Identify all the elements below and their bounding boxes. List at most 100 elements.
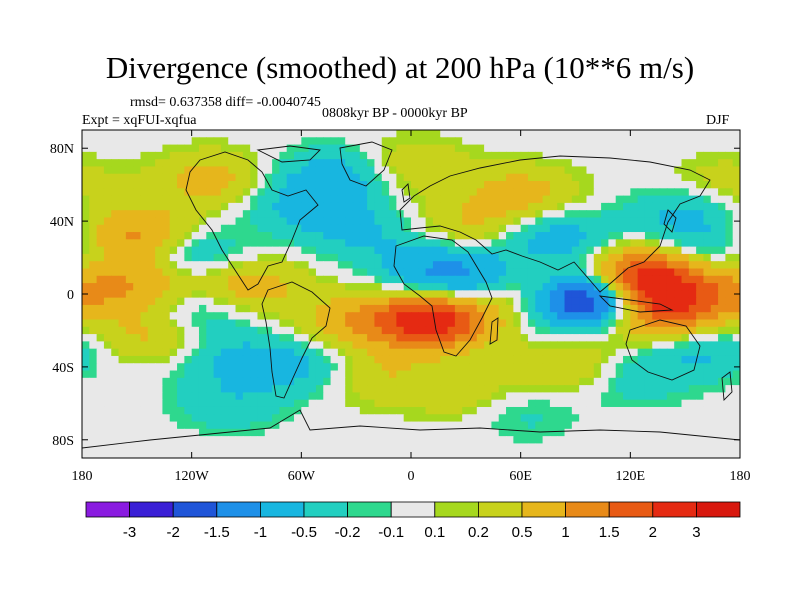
heatmap-cell [542,268,551,277]
heatmap-cell [688,246,697,255]
heatmap-cell [257,261,266,270]
heatmap-cell [674,348,683,357]
heatmap-cell [111,341,120,350]
heatmap-cell [345,275,354,284]
heatmap-cell [418,144,427,153]
heatmap-cell [279,370,288,379]
heatmap-cell [82,166,90,175]
heatmap-cell [484,195,493,204]
heatmap-cell [644,224,653,233]
heatmap-cell [374,202,383,211]
heatmap-cell [432,188,441,197]
heatmap-cell [155,130,164,138]
heatmap-cell [718,195,726,204]
heatmap-cell [133,421,142,430]
heatmap-cell [82,268,90,277]
heatmap-cell [637,151,646,160]
heatmap-cell [89,414,98,423]
heatmap-cell [710,232,719,240]
heatmap-cell [469,217,478,226]
heatmap-cell [315,290,324,299]
heatmap-cell [491,421,500,430]
heatmap-cell [608,326,617,335]
heatmap-cell [557,210,566,219]
heatmap-cell [367,130,376,138]
heatmap-cell [272,137,280,146]
heatmap-cell [571,290,580,299]
heatmap-cell [425,392,434,401]
heatmap-cell [732,188,740,197]
heatmap-cell [272,334,280,342]
heatmap-cell [359,414,368,423]
heatmap-cell [425,326,434,335]
heatmap-cell [637,436,646,445]
heatmap-cell [601,166,609,175]
heatmap-cell [659,290,668,299]
heatmap-cell [191,232,200,240]
heatmap-cell [644,130,653,138]
heatmap-cell [725,304,734,313]
heatmap-cell [345,202,354,211]
heatmap-cell [118,363,127,372]
heatmap-cell [513,348,522,357]
heatmap-cell [162,217,171,226]
heatmap-cell [162,414,171,423]
heatmap-cell [279,334,288,342]
heatmap-cell [264,188,273,197]
heatmap-cell [169,210,178,219]
heatmap-cell [549,341,558,350]
heatmap-cell [250,436,259,445]
heatmap-cell [637,130,646,138]
heatmap-cell [469,348,478,357]
heatmap-cell [359,283,368,291]
heatmap-cell [337,217,346,226]
heatmap-cell [564,370,573,379]
heatmap-cell [337,443,346,452]
heatmap-cell [644,377,653,386]
colorbar-swatch [259,501,305,518]
heatmap-cell [272,363,280,372]
heatmap-cell [710,246,719,255]
heatmap-cell [608,406,617,415]
heatmap-cell [359,151,368,160]
heatmap-cell [191,166,200,175]
heatmap-cell [103,363,112,372]
heatmap-cell [82,297,90,306]
heatmap-cell [389,290,397,299]
heatmap-cell [586,217,595,226]
heatmap-cell [133,130,142,138]
heatmap-cell [323,348,332,357]
heatmap-cell [169,224,178,233]
heatmap-cell [315,363,324,372]
heatmap-cell [242,312,251,321]
heatmap-cell [608,392,617,401]
heatmap-cell [703,297,712,306]
heatmap-cell [111,450,120,458]
heatmap-cell [644,283,653,291]
heatmap-cell [177,224,185,233]
heatmap-cell [155,312,164,321]
heatmap-cell [674,195,683,204]
heatmap-cell [162,377,171,386]
heatmap-cell [323,239,332,248]
heatmap-cell [396,246,405,255]
heatmap-cell [228,428,237,437]
heatmap-cell [169,181,178,189]
heatmap-cell [571,144,580,153]
heatmap-cell [498,436,507,445]
heatmap-cell [725,275,734,284]
heatmap-cell [125,144,134,153]
stats-line: rmsd= 0.637358 diff= -0.0040745 [130,95,321,110]
heatmap-cell [601,268,609,277]
heatmap-cell [220,232,229,240]
colorbar-swatch [652,501,697,518]
heatmap-cell [228,137,237,146]
heatmap-cell [506,224,514,233]
heatmap-cell [681,188,690,197]
heatmap-cell [681,275,690,284]
heatmap-cell [506,268,514,277]
heatmap-cell [725,195,734,204]
heatmap-cell [352,443,361,452]
heatmap-cell [191,224,200,233]
heatmap-cell [579,232,588,240]
